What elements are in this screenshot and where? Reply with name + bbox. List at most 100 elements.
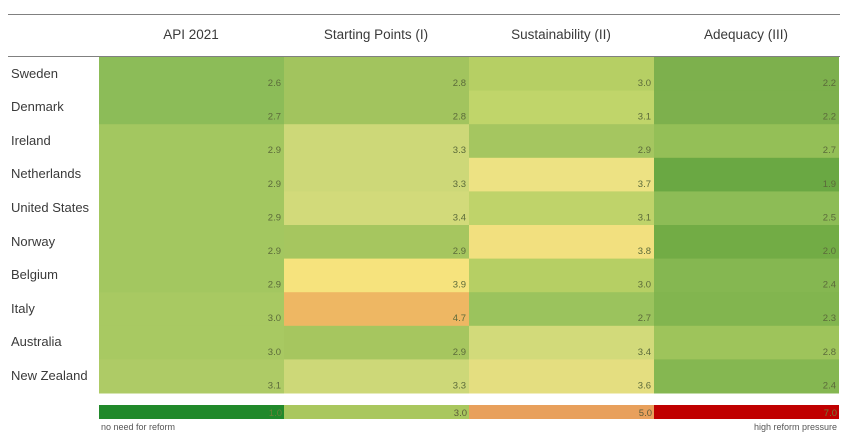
- legend-scale-value: 1.0: [269, 408, 282, 419]
- heatmap-cell: [654, 359, 839, 394]
- row-label: Sweden: [11, 66, 58, 81]
- cell-value-label: 3.3: [453, 380, 466, 391]
- heatmap-cell: [469, 124, 654, 159]
- heatmap-cell: [99, 359, 284, 394]
- heatmap-cell: [469, 157, 654, 192]
- heatmap-cell: [99, 258, 284, 293]
- legend-swatch: [469, 405, 654, 419]
- heatmap-cell: [654, 258, 839, 293]
- cell-value-label: 3.0: [638, 78, 651, 89]
- cell-value-label: 2.8: [453, 78, 466, 89]
- heatmap-cell: [284, 191, 469, 226]
- row-label: Italy: [11, 301, 35, 316]
- heatmap-cell: [284, 157, 469, 192]
- heatmap-cell: [654, 225, 839, 260]
- cell-value-label: 2.9: [268, 212, 281, 223]
- header-rule: [8, 56, 840, 57]
- heatmap-cell: [284, 225, 469, 260]
- heatmap-cell: [284, 57, 469, 92]
- cell-value-label: 2.2: [823, 78, 836, 89]
- heatmap-cell: [654, 292, 839, 327]
- heatmap-cell: [654, 325, 839, 360]
- row-label: Norway: [11, 234, 56, 249]
- column-header-adequacy: Adequacy (III): [703, 27, 789, 42]
- cell-value-label: 2.8: [823, 347, 836, 358]
- cell-value-label: 4.7: [453, 313, 466, 324]
- cell-value-label: 2.9: [268, 246, 281, 257]
- row-label: Ireland: [11, 133, 51, 148]
- heatmap-cell: [99, 191, 284, 226]
- cell-value-label: 2.7: [268, 112, 281, 123]
- heatmap-cell: [284, 90, 469, 125]
- legend-right-caption: high reform pressure: [753, 422, 837, 432]
- heatmap-cell: [99, 157, 284, 192]
- cell-value-label: 3.4: [638, 347, 651, 358]
- cell-value-label: 2.3: [823, 313, 836, 324]
- heatmap-cell: [469, 90, 654, 125]
- legend-left-caption: no need for reform: [101, 422, 176, 432]
- column-header-starting-points: Starting Points (I): [323, 27, 429, 42]
- heatmap-cell: [284, 124, 469, 159]
- heatmap-cell: [469, 258, 654, 293]
- cell-value-label: 3.6: [638, 380, 651, 391]
- top-rule: [8, 14, 840, 15]
- heatmap-cell: [469, 325, 654, 360]
- row-label: United States: [11, 200, 90, 215]
- heatmap-cell: [469, 225, 654, 260]
- legend-swatch: [654, 405, 839, 419]
- heatmap-cell: [654, 57, 839, 92]
- cell-value-label: 3.4: [453, 212, 466, 223]
- cell-value-label: 2.7: [638, 313, 651, 324]
- cell-value-label: 2.7: [823, 145, 836, 156]
- column-header-sustainability: Sustainability (II): [511, 27, 611, 42]
- cell-value-label: 2.9: [268, 179, 281, 190]
- legend-scale-value: 5.0: [639, 408, 652, 419]
- heatmap-cell: [99, 124, 284, 159]
- cell-value-label: 1.9: [823, 179, 836, 190]
- cell-value-label: 2.9: [453, 347, 466, 358]
- cell-value-label: 3.0: [638, 280, 651, 291]
- heatmap-cell: [99, 325, 284, 360]
- heatmap-cell: [469, 359, 654, 394]
- heatmap-cell: [654, 90, 839, 125]
- heatmap-cell: [99, 57, 284, 92]
- heatmap-cell: [99, 225, 284, 260]
- heatmap-cell: [284, 325, 469, 360]
- cell-value-label: 3.8: [638, 246, 651, 257]
- cell-value-label: 3.3: [453, 145, 466, 156]
- cell-value-label: 2.6: [268, 78, 281, 89]
- heatmap-cell: [99, 292, 284, 327]
- cell-value-label: 3.7: [638, 179, 651, 190]
- cell-value-label: 2.9: [268, 145, 281, 156]
- heatmap-cell: [469, 292, 654, 327]
- cell-value-label: 3.1: [638, 112, 651, 123]
- cell-value-label: 2.9: [638, 145, 651, 156]
- legend-scale-value: 7.0: [824, 408, 837, 419]
- row-label: New Zealand: [11, 368, 88, 383]
- cell-value-label: 3.0: [268, 347, 281, 358]
- row-label: Australia: [11, 334, 62, 349]
- cell-value-label: 3.3: [453, 179, 466, 190]
- legend-swatch: [99, 405, 284, 419]
- legend-swatch: [284, 405, 469, 419]
- heatmap-cell: [654, 157, 839, 192]
- cell-value-label: 2.4: [823, 380, 836, 391]
- heatmap-cell: [284, 258, 469, 293]
- cell-value-label: 2.0: [823, 246, 836, 257]
- row-label: Belgium: [11, 267, 58, 282]
- heatmap-cell: [654, 124, 839, 159]
- row-label: Denmark: [11, 99, 64, 114]
- column-header-api-2021: API 2021: [163, 27, 219, 42]
- cell-value-label: 2.9: [268, 280, 281, 291]
- heatmap-cell: [99, 90, 284, 125]
- cell-value-label: 2.5: [823, 212, 836, 223]
- heatmap-cell: [654, 191, 839, 226]
- cell-value-label: 3.1: [638, 212, 651, 223]
- cell-value-label: 2.9: [453, 246, 466, 257]
- cell-value-label: 3.9: [453, 280, 466, 291]
- heatmap-grid: 2.6 2.8 3.0 2.2 2.7 2.8 3.1 2.2 2.9 3.3 2.9 2.7 2.9 3…: [99, 57, 839, 394]
- heatmap-cell: [469, 57, 654, 92]
- cell-value-label: 2.2: [823, 112, 836, 123]
- cell-value-label: 3.0: [268, 313, 281, 324]
